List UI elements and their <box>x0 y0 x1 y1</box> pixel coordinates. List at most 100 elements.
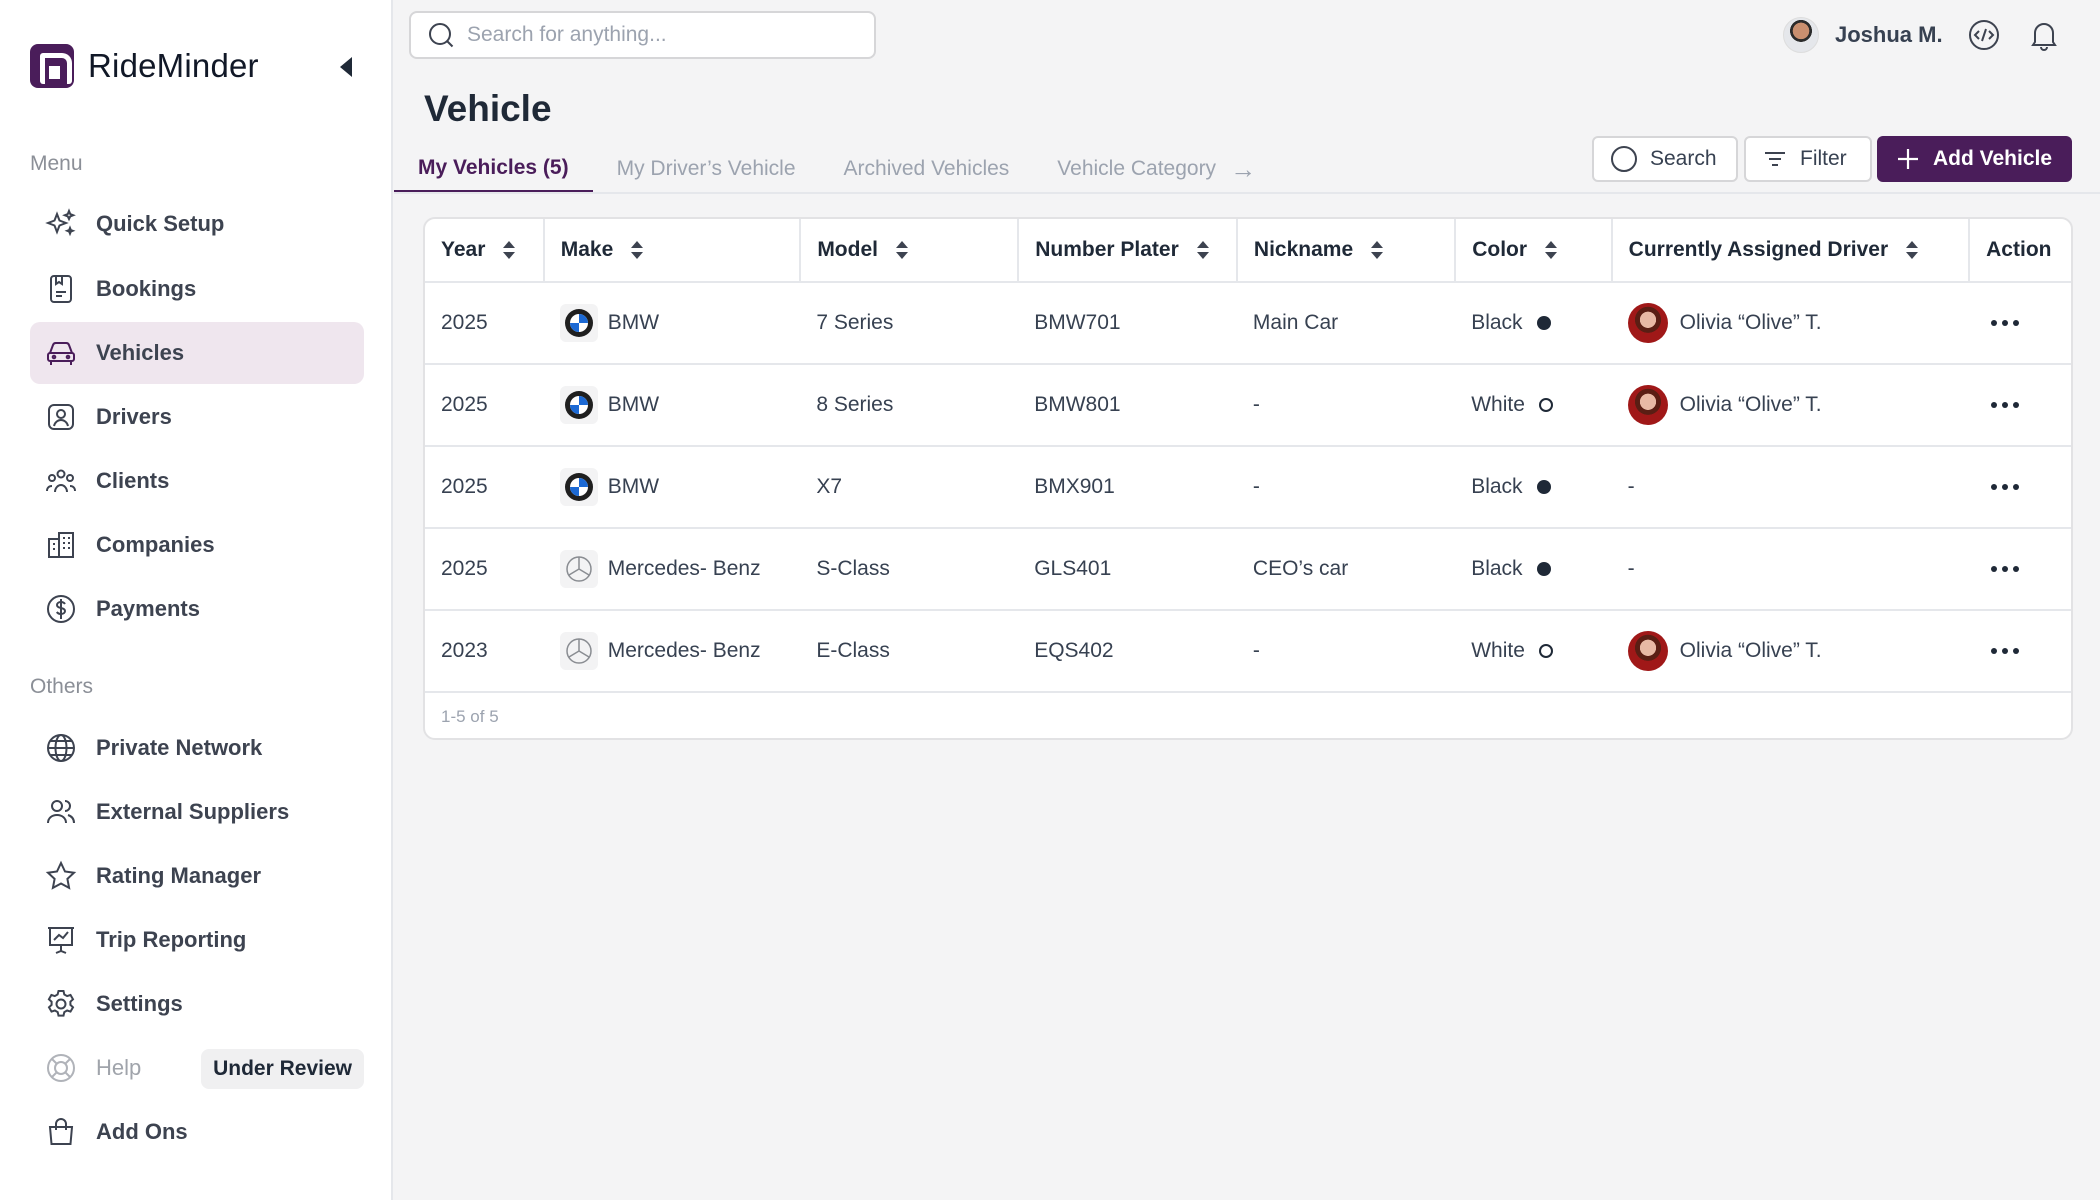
sort-icon[interactable] <box>1196 241 1209 260</box>
cell-driver: - <box>1611 528 1970 611</box>
cell-color: Black <box>1455 446 1612 529</box>
sidebar-item-private-network[interactable]: Private Network <box>30 717 364 779</box>
sidebar-item-label: Vehicles <box>96 340 185 365</box>
cell-model: 7 Series <box>800 282 1019 365</box>
lifebuoy-icon <box>44 1051 78 1085</box>
more-actions-icon[interactable] <box>1985 648 2071 654</box>
table-row[interactable]: 2025 Mercedes- Benz S-Class GLS401 CEO’s car… <box>425 528 2071 611</box>
column-header-driver[interactable]: Currently Assigned Driver <box>1611 219 1971 283</box>
more-actions-icon[interactable] <box>1985 484 2071 490</box>
car-icon <box>44 336 78 370</box>
make-label: Mercedes- Benz <box>607 639 761 662</box>
sidebar-item-companies[interactable]: Companies <box>30 514 364 576</box>
column-label: Nickname <box>1253 238 1354 261</box>
code-icon[interactable] <box>1967 18 2001 52</box>
sidebar-item-add-ons[interactable]: Add Ons <box>30 1101 364 1163</box>
sidebar-item-label: Rating Manager <box>96 863 262 888</box>
column-header-number-plate[interactable]: Number Plater <box>1018 219 1238 283</box>
column-label: Year <box>441 238 486 261</box>
collapse-sidebar-icon[interactable] <box>338 55 354 79</box>
cell-make: Mercedes- Benz <box>543 610 801 693</box>
sort-icon[interactable] <box>503 241 516 260</box>
column-header-nickname[interactable]: Nickname <box>1236 219 1457 283</box>
sidebar-item-clients[interactable]: Clients <box>30 450 364 512</box>
clients-icon <box>44 464 78 498</box>
color-label: Black <box>1471 311 1523 334</box>
sidebar-item-trip-reporting[interactable]: Trip Reporting <box>30 909 364 971</box>
column-header-year[interactable]: Year <box>425 219 545 283</box>
mercedes-logo-icon <box>559 550 598 588</box>
tab-vehicle-category[interactable]: Vehicle Category → <box>1033 145 1280 193</box>
make-label: BMW <box>607 393 660 416</box>
cell-color: Black <box>1455 528 1612 611</box>
user-menu[interactable]: Joshua M. <box>1783 17 1943 53</box>
sort-icon[interactable] <box>895 241 908 260</box>
tab-label: My Driver’s Vehicle <box>616 157 796 180</box>
search-icon <box>1611 146 1637 172</box>
cell-make: BMW <box>543 282 801 365</box>
cell-year: 2025 <box>425 528 544 611</box>
cell-driver: - <box>1611 446 1970 529</box>
tab-label: Vehicle Category <box>1057 157 1217 180</box>
make-label: BMW <box>607 311 660 334</box>
under-review-badge: Under Review <box>201 1049 364 1089</box>
add-vehicle-button[interactable]: Add Vehicle <box>1877 136 2072 182</box>
color-swatch <box>1538 398 1553 412</box>
sort-icon[interactable] <box>1545 241 1558 260</box>
tab-archived-vehicles[interactable]: Archived Vehicles <box>820 145 1034 193</box>
sidebar-item-help[interactable]: Help Under Review <box>30 1037 364 1099</box>
table-row[interactable]: 2025 BMW 7 Series BMW701 Main Car Black Olivia… <box>425 282 2071 365</box>
more-actions-icon[interactable] <box>1985 402 2071 408</box>
sidebar-item-vehicles[interactable]: Vehicles <box>30 322 364 384</box>
table-row[interactable]: 2023 Mercedes- Benz E-Class EQS402- White Oli… <box>425 610 2071 693</box>
sidebar-item-payments[interactable]: Payments <box>30 578 364 640</box>
tab-my-drivers-vehicle[interactable]: My Driver’s Vehicle <box>593 145 820 193</box>
column-header-color[interactable]: Color <box>1455 219 1613 283</box>
global-search[interactable] <box>409 11 876 59</box>
tab-label: My Vehicles (5) <box>418 155 569 179</box>
column-header-model[interactable]: Model <box>800 219 1020 283</box>
app-logo[interactable]: RideMinder <box>30 44 259 88</box>
cell-nickname: - <box>1236 446 1456 529</box>
color-swatch <box>1538 644 1553 658</box>
column-header-make[interactable]: Make <box>543 219 802 283</box>
cell-year: 2025 <box>425 446 544 529</box>
more-actions-icon[interactable] <box>1985 320 2071 326</box>
filter-button[interactable]: Filter <box>1744 136 1872 182</box>
search-button[interactable]: Search <box>1592 136 1738 182</box>
table-row[interactable]: 2025 BMW 8 Series BMW801- White Olivia “Olive… <box>425 364 2071 447</box>
sort-icon[interactable] <box>1371 241 1384 260</box>
bag-icon <box>44 1115 78 1149</box>
sidebar-item-quick-setup[interactable]: Quick Setup <box>30 193 364 255</box>
cell-year: 2023 <box>425 610 544 693</box>
table-row[interactable]: 2025 BMW X7 BMX901- Black - <box>425 446 2071 529</box>
sidebar-item-drivers[interactable]: Drivers <box>30 386 364 448</box>
avatar <box>1783 17 1819 53</box>
filter-icon <box>1765 152 1785 166</box>
cell-plate: BMW701 <box>1018 282 1237 365</box>
sidebar-item-rating-manager[interactable]: Rating Manager <box>30 845 364 907</box>
sort-icon[interactable] <box>1906 241 1919 260</box>
search-input[interactable] <box>467 23 847 47</box>
make-label: Mercedes- Benz <box>607 557 761 580</box>
sidebar-item-external-suppliers[interactable]: External Suppliers <box>30 781 364 843</box>
cell-model: S-Class <box>800 528 1019 611</box>
table-header-row: Year Make Model Number Plater Nickname C… <box>425 219 2071 283</box>
user-name: Joshua M. <box>1835 22 1943 47</box>
sort-icon[interactable] <box>631 241 644 260</box>
sidebar-item-bookings[interactable]: Bookings <box>30 258 364 320</box>
color-swatch <box>1536 480 1551 494</box>
cell-nickname: CEO’s car <box>1236 528 1456 611</box>
bell-icon[interactable] <box>2027 18 2061 52</box>
presentation-icon <box>44 923 78 957</box>
logo-icon <box>30 44 74 88</box>
tab-label: Archived Vehicles <box>843 157 1010 180</box>
more-actions-icon[interactable] <box>1985 566 2071 572</box>
building-icon <box>44 528 78 562</box>
sidebar-item-label: Help <box>96 1055 142 1080</box>
sidebar-item-settings[interactable]: Settings <box>30 973 364 1035</box>
bookings-icon <box>44 272 78 306</box>
users-icon <box>44 795 78 829</box>
cell-model: 8 Series <box>800 364 1019 447</box>
tab-my-vehicles[interactable]: My Vehicles (5) <box>394 145 593 193</box>
